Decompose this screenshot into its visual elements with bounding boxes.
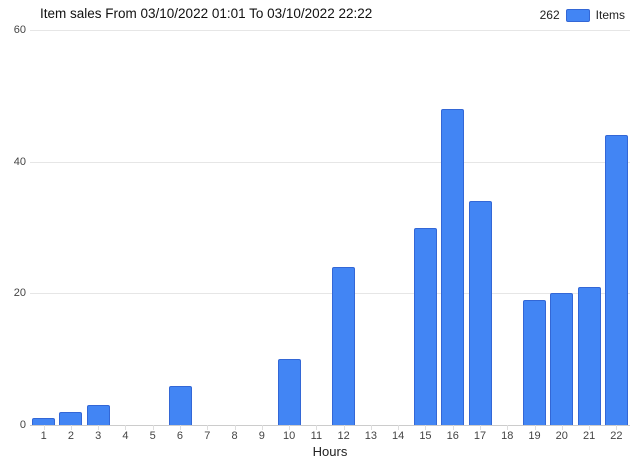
gridline-y-60 xyxy=(30,30,630,31)
x-tick-hour-20 xyxy=(561,425,563,430)
bar-hour-6[interactable] xyxy=(168,385,192,425)
bar-hour-20[interactable] xyxy=(550,293,574,425)
legend-swatch-icon xyxy=(565,8,590,22)
x-tick-hour-16 xyxy=(452,425,454,430)
legend-count: 262 xyxy=(539,8,560,22)
x-tick-hour-19 xyxy=(534,425,536,430)
x-tick-hour-13 xyxy=(370,425,372,430)
gridline-y-20 xyxy=(30,293,630,295)
x-tick-label-18: 18 xyxy=(501,430,514,442)
x-axis-line xyxy=(30,425,630,426)
bar-hour-10[interactable] xyxy=(277,359,301,425)
x-tick-label-3: 3 xyxy=(95,430,102,442)
x-tick-label-13: 13 xyxy=(364,430,378,442)
x-tick-hour-10 xyxy=(289,425,291,430)
x-tick-label-6: 6 xyxy=(176,430,184,442)
x-tick-label-8: 8 xyxy=(231,430,238,442)
x-tick-hour-11 xyxy=(316,425,318,430)
x-tick-label-9: 9 xyxy=(258,430,265,442)
x-tick-label-2: 2 xyxy=(67,430,74,442)
bar-hour-2[interactable] xyxy=(59,411,83,425)
x-tick-label-21: 21 xyxy=(582,430,596,442)
bar-hour-19[interactable] xyxy=(523,299,547,425)
x-tick-label-12: 12 xyxy=(337,430,350,442)
x-tick-label-10: 10 xyxy=(282,430,296,442)
x-tick-label-17: 17 xyxy=(473,430,487,442)
x-tick-hour-14 xyxy=(398,425,400,430)
legend-label: Items xyxy=(595,8,625,22)
x-tick-hour-17 xyxy=(480,425,481,430)
x-tick-label-22: 22 xyxy=(610,430,623,442)
x-tick-hour-4 xyxy=(125,425,127,430)
bar-hour-15[interactable] xyxy=(413,227,437,425)
x-tick-hour-21 xyxy=(589,425,591,430)
x-tick-hour-22 xyxy=(616,425,618,430)
x-tick-label-19: 19 xyxy=(528,430,541,442)
bar-hour-21[interactable] xyxy=(577,286,601,425)
x-tick-hour-5 xyxy=(152,425,154,430)
x-tick-label-11: 11 xyxy=(310,430,323,442)
x-axis-title: Hours xyxy=(312,444,348,459)
y-tick-label-40: 40 xyxy=(13,155,26,168)
bar-hour-22[interactable] xyxy=(604,135,628,425)
bar-hour-16[interactable] xyxy=(441,109,465,425)
bar-hour-1[interactable] xyxy=(32,418,56,425)
x-tick-label-15: 15 xyxy=(419,430,432,442)
bar-hour-3[interactable] xyxy=(86,405,110,425)
gridline-y-40 xyxy=(30,161,630,163)
x-tick-hour-18 xyxy=(507,425,509,430)
x-tick-label-5: 5 xyxy=(149,430,156,442)
x-tick-hour-7 xyxy=(207,425,209,430)
y-tick-label-60: 60 xyxy=(13,24,26,36)
chart-title: Item sales From 03/10/2022 01:01 To 03/1… xyxy=(40,6,373,21)
x-tick-hour-15 xyxy=(425,425,427,430)
bar-hour-12[interactable] xyxy=(332,267,356,425)
x-tick-hour-8 xyxy=(234,425,236,430)
x-tick-hour-6 xyxy=(180,425,181,430)
x-tick-label-1: 1 xyxy=(40,430,47,442)
x-tick-label-16: 16 xyxy=(446,430,459,442)
x-tick-label-7: 7 xyxy=(204,430,211,442)
x-tick-label-14: 14 xyxy=(392,430,405,442)
x-tick-label-4: 4 xyxy=(122,430,129,442)
x-tick-label-20: 20 xyxy=(555,430,568,442)
bar-hour-17[interactable] xyxy=(468,201,492,425)
x-tick-hour-2 xyxy=(70,425,72,430)
legend: 262 Items xyxy=(540,8,625,22)
x-tick-hour-1 xyxy=(43,425,45,430)
x-tick-hour-3 xyxy=(98,425,100,430)
x-tick-hour-12 xyxy=(343,425,345,430)
y-tick-label-0: 0 xyxy=(19,419,26,431)
x-tick-hour-9 xyxy=(261,425,263,430)
y-tick-label-20: 20 xyxy=(13,287,26,300)
